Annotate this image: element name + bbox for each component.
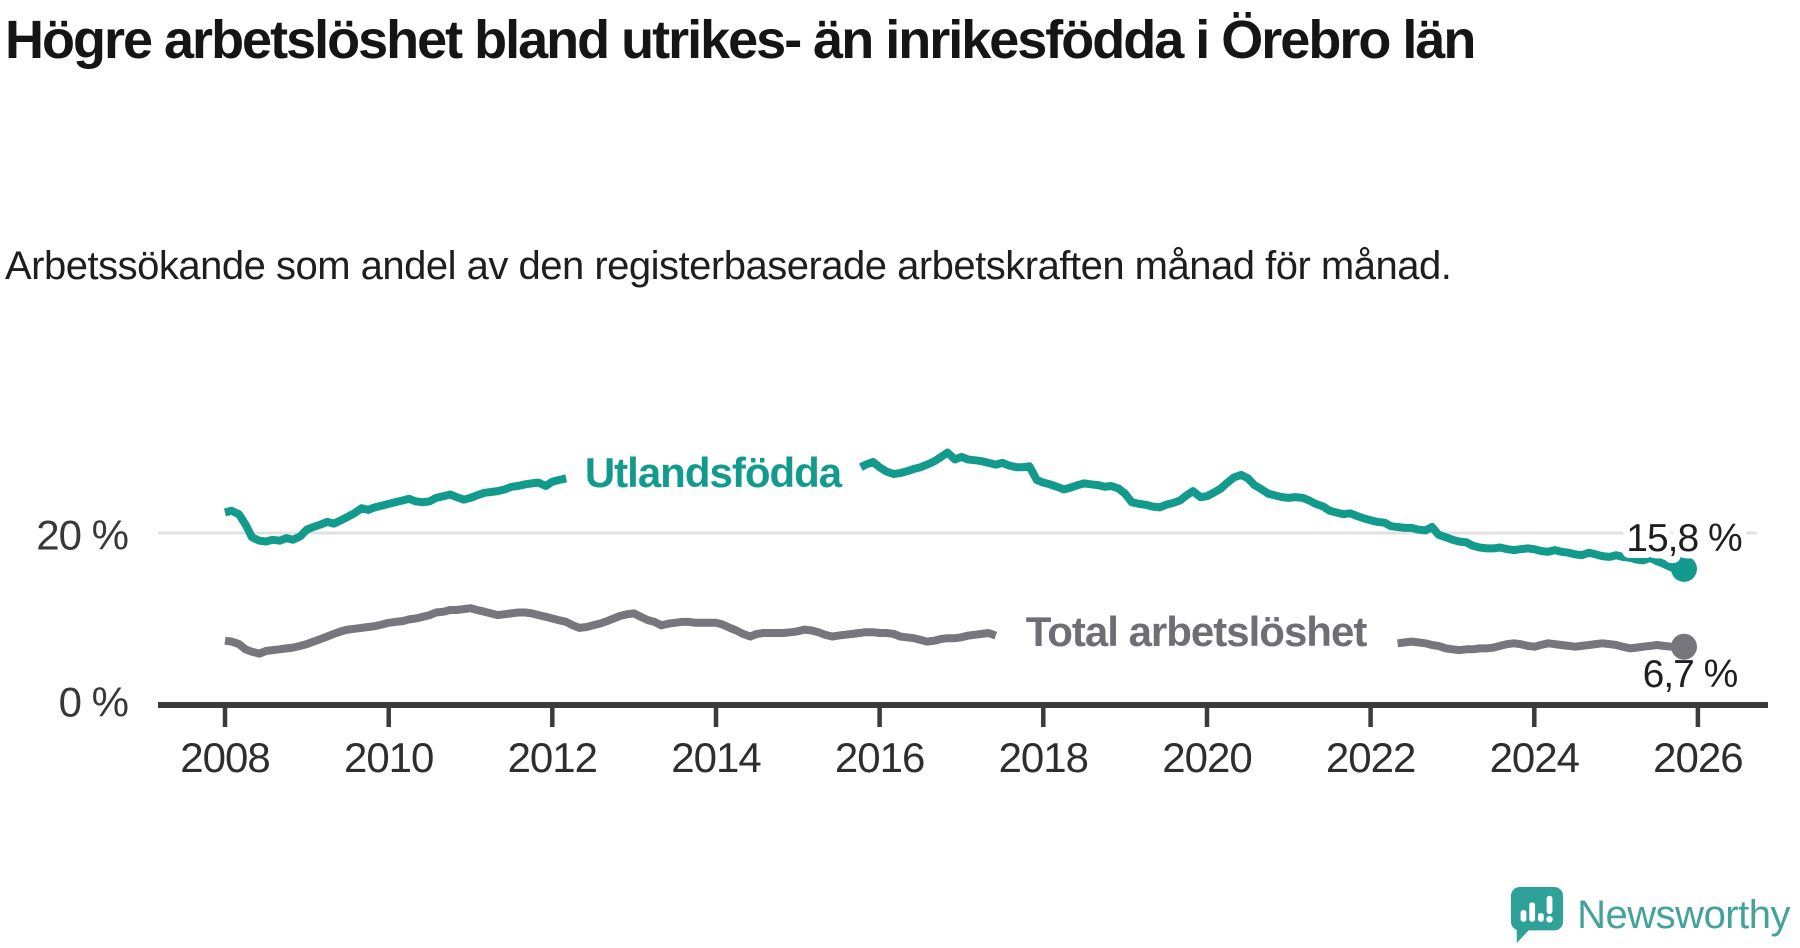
newsworthy-logo-icon: [1511, 887, 1564, 943]
x-tick-label-2020: 2020: [1162, 734, 1251, 781]
endpoint-dot-1: [1671, 633, 1697, 660]
endpoint-dot-0: [1671, 555, 1697, 582]
logo-bubble-tail: [1516, 926, 1533, 943]
y-tick-label-0: 0 %: [59, 679, 128, 726]
x-tick-label-2016: 2016: [835, 734, 924, 781]
newsworthy-logo-text: Newsworthy: [1577, 892, 1790, 937]
page-title: Högre arbetslöshet bland utrikes- än inr…: [5, 10, 1476, 70]
series-label-utlandsfodda: Utlandsfödda: [585, 449, 843, 496]
logo-exclamation-dot: [1546, 916, 1553, 923]
end-value-label-utlandsfodda: 15,8 %: [1626, 517, 1742, 560]
x-axis-ticks-layer: [222, 705, 1701, 727]
series-line-1: [1397, 637, 1685, 655]
x-tick-label-2008: 2008: [180, 734, 269, 781]
x-tick-label-2014: 2014: [671, 734, 761, 781]
logo-bar-3: [1538, 913, 1544, 922]
x-tick-label-2012: 2012: [508, 734, 597, 781]
newsworthy-logo: Newsworthy: [1510, 886, 1790, 944]
end-value-label-total: 6,7 %: [1643, 653, 1738, 696]
series-line-1: [224, 604, 998, 658]
y-tick-label-20: 20 %: [36, 512, 128, 559]
page-subtitle: Arbetssökande som andel av den registerb…: [5, 244, 1452, 288]
logo-bar-1: [1520, 910, 1527, 922]
series-line-0: [858, 448, 1685, 574]
x-tick-label-2010: 2010: [344, 734, 433, 781]
x-axis-labels-layer: 2008 2010 2012 2014 2016 2018 2020 2022 2024 2026: [180, 734, 1743, 781]
series-label-total-arbetsloshet: Total arbetslöshet: [1026, 608, 1368, 655]
logo-exclamation-stem: [1546, 895, 1553, 915]
x-tick-label-2022: 2022: [1326, 734, 1415, 781]
logo-bubble: [1511, 887, 1564, 931]
x-tick-label-2026: 2026: [1653, 734, 1742, 781]
series-line-0: [223, 474, 568, 546]
x-tick-label-2018: 2018: [999, 734, 1088, 781]
logo-bar-2: [1529, 902, 1536, 922]
series-lines-layer: [223, 448, 1697, 660]
x-tick-label-2024: 2024: [1490, 734, 1580, 781]
